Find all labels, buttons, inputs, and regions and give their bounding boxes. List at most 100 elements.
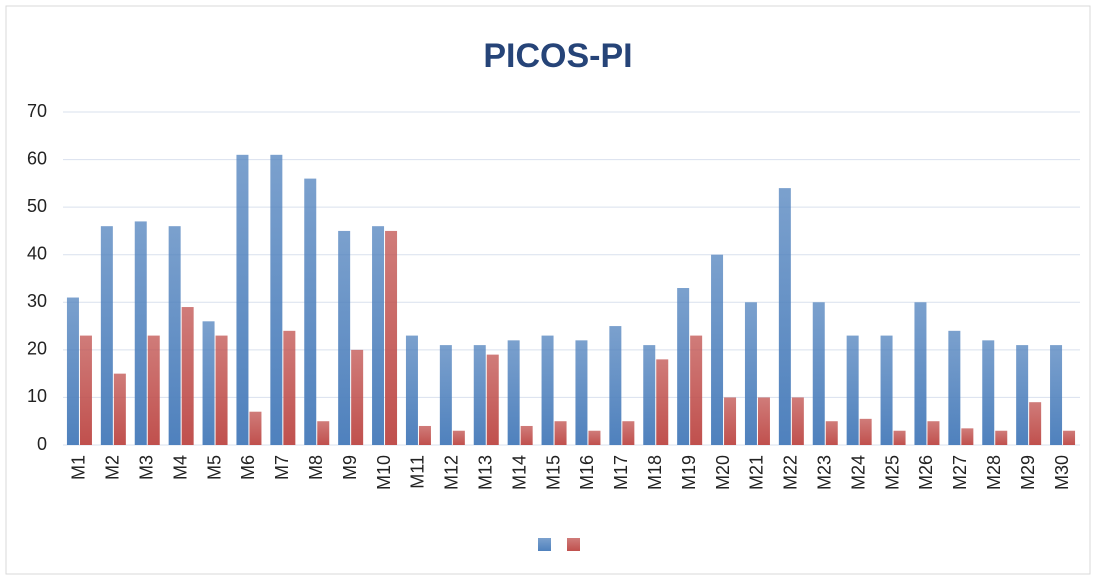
bar: [825, 421, 838, 445]
x-tick-label: M19: [679, 455, 699, 490]
bar: [724, 397, 737, 445]
bar: [486, 354, 499, 445]
x-tick-label: M2: [103, 455, 123, 480]
bar: [168, 226, 181, 445]
bar: [385, 230, 398, 445]
bar: [520, 425, 533, 445]
bar: [1050, 345, 1063, 445]
legend-swatch: [567, 538, 580, 551]
bar: [283, 330, 296, 445]
bar: [643, 345, 656, 445]
bar: [995, 430, 1008, 445]
chart-frame: [5, 5, 1091, 575]
bar: [372, 226, 385, 445]
y-tick-label: 10: [27, 386, 47, 406]
bar: [507, 340, 520, 445]
bar: [249, 411, 262, 445]
bar: [588, 430, 601, 445]
bar: [215, 335, 228, 445]
x-tick-label: M10: [374, 455, 394, 490]
x-tick-label: M16: [577, 455, 597, 490]
x-tick-label: M21: [747, 455, 767, 490]
bar: [812, 302, 825, 445]
bar: [757, 397, 770, 445]
bar: [927, 421, 940, 445]
bar: [338, 230, 351, 445]
x-tick-label: M14: [509, 455, 529, 490]
bar: [859, 418, 872, 445]
x-tick-label: M4: [170, 455, 190, 480]
bar: [236, 154, 249, 446]
x-tick-label: M17: [611, 455, 631, 490]
y-tick-label: 20: [27, 339, 47, 359]
bar: [100, 226, 113, 445]
bar: [66, 297, 79, 445]
bar: [554, 421, 567, 445]
bar: [744, 302, 757, 445]
bar: [452, 430, 465, 445]
bar: [473, 345, 486, 445]
bar: [439, 345, 452, 445]
x-tick-label: M1: [69, 455, 89, 480]
bar: [846, 335, 859, 445]
bar: [893, 430, 906, 445]
x-tick-label: M20: [713, 455, 733, 490]
bar: [677, 288, 690, 445]
x-tick-label: M3: [137, 455, 157, 480]
bar: [79, 335, 92, 445]
x-tick-label: M28: [984, 455, 1004, 490]
bar: [270, 154, 283, 446]
bar: [880, 335, 893, 445]
y-tick-label: 0: [37, 434, 47, 454]
x-tick-label: M26: [916, 455, 936, 490]
x-tick-label: M25: [882, 455, 902, 490]
bar: [147, 335, 160, 445]
bar: [541, 335, 554, 445]
bar: [656, 359, 669, 445]
bar: [317, 421, 330, 445]
legend-swatch: [538, 538, 551, 551]
x-tick-label: M5: [204, 455, 224, 480]
bar: [418, 425, 431, 445]
x-tick-label: M15: [543, 455, 563, 490]
x-tick-label: M24: [848, 455, 868, 490]
y-tick-label: 70: [27, 101, 47, 121]
x-tick-label: M8: [306, 455, 326, 480]
bar: [982, 340, 995, 445]
y-tick-label: 60: [27, 148, 47, 168]
bar: [575, 340, 588, 445]
bar: [304, 178, 317, 445]
x-tick-label: M18: [645, 455, 665, 490]
y-tick-label: 50: [27, 196, 47, 216]
bar: [690, 335, 703, 445]
bar: [622, 421, 635, 445]
x-tick-label: M13: [476, 455, 496, 490]
x-tick-label: M9: [340, 455, 360, 480]
bar: [778, 188, 791, 445]
bar: [609, 326, 622, 445]
bar: [202, 321, 215, 445]
x-tick-label: M6: [238, 455, 258, 480]
x-tick-label: M27: [950, 455, 970, 490]
bar: [1063, 430, 1076, 445]
bar: [181, 307, 194, 445]
bar: [1029, 402, 1042, 445]
x-tick-label: M23: [815, 455, 835, 490]
bar: [351, 349, 364, 445]
chart-title: PICOS-PI: [483, 37, 632, 75]
bar: [1016, 345, 1029, 445]
x-tick-label: M22: [781, 455, 801, 490]
x-tick-label: M29: [1018, 455, 1038, 490]
bar: [914, 302, 927, 445]
bar: [405, 335, 418, 445]
bar: [961, 428, 974, 445]
x-tick-label: M7: [272, 455, 292, 480]
y-tick-label: 40: [27, 243, 47, 263]
bar: [711, 254, 724, 445]
bar: [113, 373, 126, 445]
x-tick-label: M12: [442, 455, 462, 490]
bar: [948, 330, 961, 445]
bar: [791, 397, 804, 445]
